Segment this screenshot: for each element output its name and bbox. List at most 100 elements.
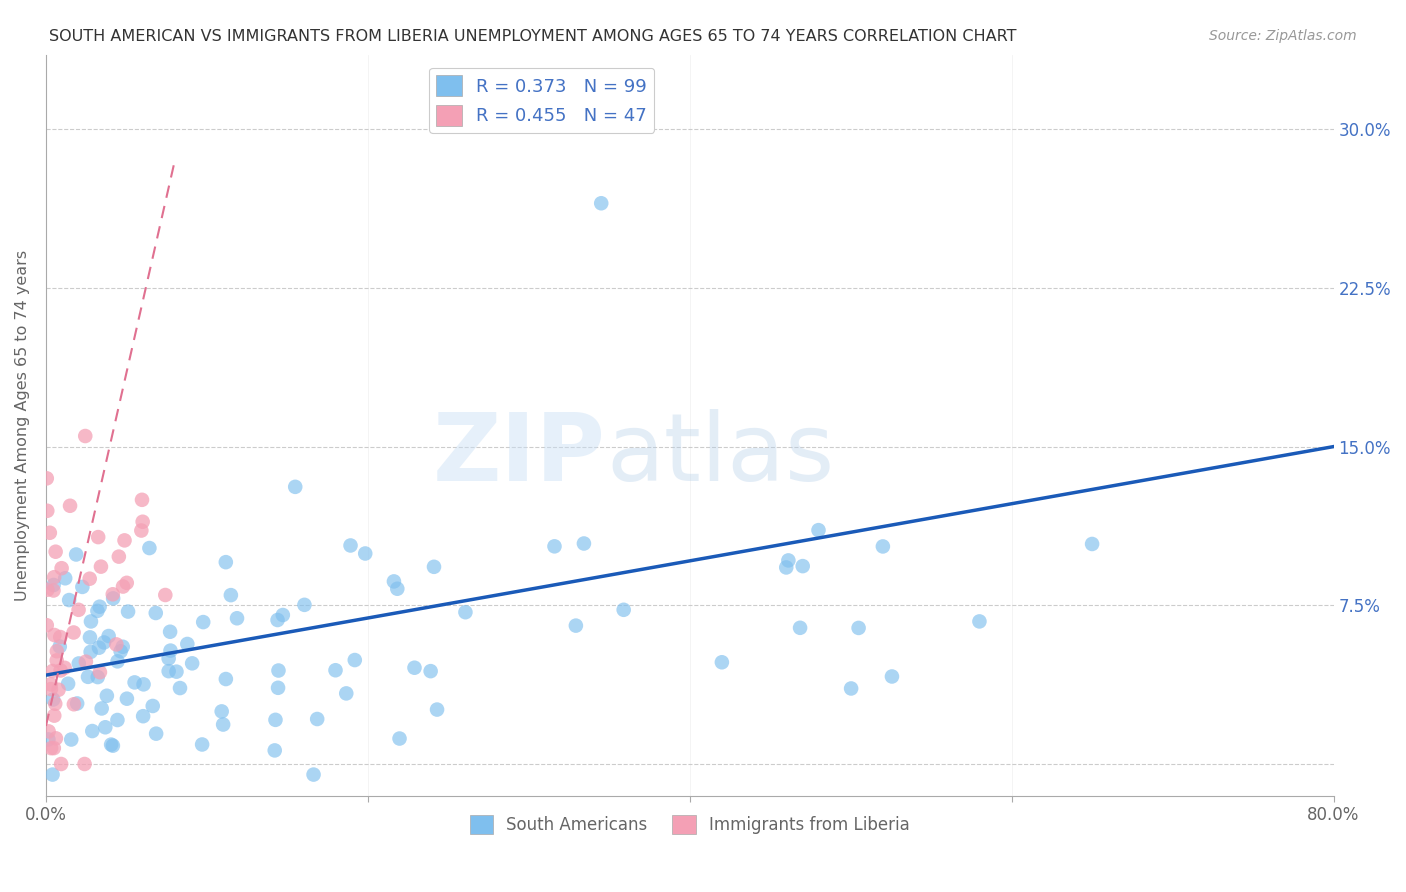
Point [159,643,181,657]
Point [325,663,347,677]
Point [37,582,59,597]
Point [789,621,811,635]
Point [543,539,565,553]
Point [48,682,70,697]
Point [969,615,991,629]
Point [131,492,153,507]
Point [42,578,65,592]
Point [263,743,285,757]
Point [294,598,316,612]
Point [166,665,188,679]
Point [591,196,613,211]
Point [87,530,110,544]
Text: ZIP: ZIP [433,409,606,501]
Point [51,561,73,575]
Point [105,637,128,651]
Point [176,637,198,651]
Point [35,618,58,632]
Point [62,625,84,640]
Point [72,580,94,594]
Point [80,615,103,629]
Point [49,630,72,644]
Point [138,541,160,555]
Point [87,640,110,655]
Point [44,708,66,723]
Point [114,533,136,548]
Point [79,572,101,586]
Point [108,549,131,564]
Point [42,692,65,706]
Text: atlas: atlas [606,409,834,501]
Point [211,705,233,719]
Point [155,588,177,602]
Point [59,499,82,513]
Point [145,726,167,740]
Point [880,669,903,683]
Point [117,605,139,619]
Point [58,593,80,607]
Point [388,731,411,746]
Point [41,664,63,678]
Point [79,645,101,659]
Point [264,713,287,727]
Point [89,599,111,614]
Point [94,720,117,734]
Point [131,524,153,538]
Point [45,545,67,559]
Point [157,651,180,665]
Point [419,664,441,678]
Point [60,732,83,747]
Point [73,757,96,772]
Point [39,682,62,697]
Point [67,657,90,671]
Point [45,644,67,658]
Point [82,724,104,739]
Point [38,525,60,540]
Point [111,640,134,654]
Point [404,661,426,675]
Point [124,675,146,690]
Point [132,677,155,691]
Point [382,574,405,589]
Point [110,644,132,658]
Point [39,677,62,691]
Point [53,661,76,675]
Point [65,548,87,562]
Point [56,676,79,690]
Point [39,741,62,756]
Point [339,539,361,553]
Point [90,701,112,715]
Point [792,559,814,574]
Point [37,732,59,747]
Point [77,670,100,684]
Point [302,767,325,781]
Point [42,583,65,598]
Point [101,739,124,753]
Point [75,655,97,669]
Point [42,741,65,756]
Point [565,618,588,632]
Y-axis label: Unemployment Among Ages 65 to 74 years: Unemployment Among Ages 65 to 74 years [15,250,30,601]
Point [572,536,595,550]
Point [44,697,66,711]
Point [191,738,214,752]
Point [115,691,138,706]
Point [215,672,238,686]
Point [142,698,165,713]
Point [157,664,180,678]
Point [101,591,124,606]
Point [49,664,72,678]
Point [454,605,477,619]
Point [267,681,290,695]
Point [426,702,449,716]
Point [181,657,204,671]
Point [63,698,86,712]
Point [335,686,357,700]
Point [354,547,377,561]
Point [215,555,238,569]
Point [96,689,118,703]
Point [131,515,153,529]
Point [271,607,294,622]
Point [387,582,409,596]
Point [115,575,138,590]
